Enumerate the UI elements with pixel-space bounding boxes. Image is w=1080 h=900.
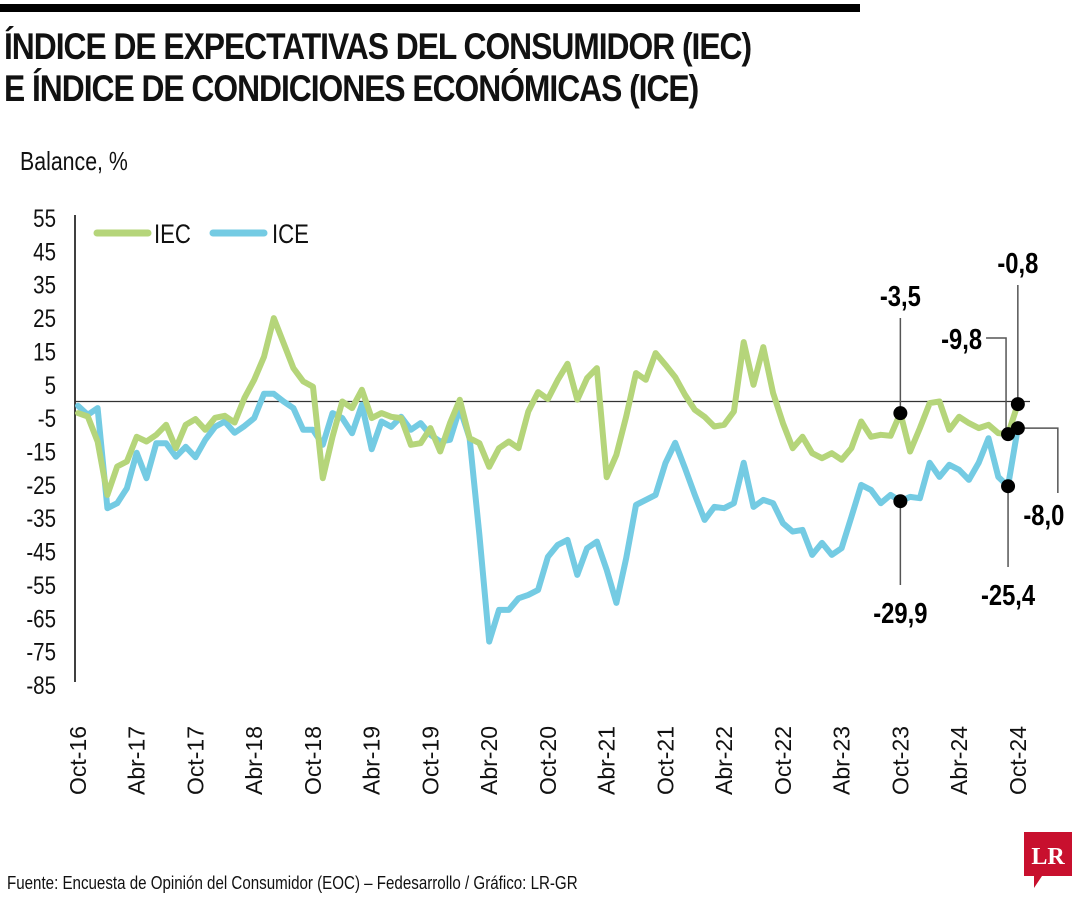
x-tick-label: Oct-22 bbox=[770, 726, 796, 795]
y-tick-label: 15 bbox=[33, 337, 56, 365]
y-tick-label: -85 bbox=[26, 671, 56, 699]
chart-title-line-2: E ÍNDICE DE CONDICIONES ECONÓMICAS (ICE) bbox=[4, 68, 699, 109]
y-tick-label: 5 bbox=[45, 371, 56, 399]
x-tick-label: Oct-24 bbox=[1005, 726, 1031, 795]
annotation-label: -29,9 bbox=[873, 597, 927, 630]
annotation-label: -9,8 bbox=[941, 323, 982, 356]
annotation-marker bbox=[893, 494, 908, 509]
y-tick-label: -45 bbox=[26, 538, 56, 566]
annotation-marker bbox=[1001, 479, 1016, 494]
annotations-layer: -3,5 -9,8 -0,8 -29,9 -25,4 -8,0 bbox=[873, 247, 1064, 630]
logo-text: LR bbox=[1031, 844, 1065, 870]
x-tick-label: Oct-20 bbox=[535, 726, 561, 795]
legend: IEC ICE bbox=[93, 220, 309, 250]
series-layer bbox=[75, 315, 1021, 645]
y-tick-label: -35 bbox=[26, 504, 56, 532]
y-tick-label: -55 bbox=[26, 571, 56, 599]
y-axis-unit-label: Balance, % bbox=[20, 146, 128, 176]
annotation-marker bbox=[893, 406, 908, 421]
x-tick-label: Abr-22 bbox=[711, 726, 737, 795]
annotation-label: -8,0 bbox=[1023, 499, 1064, 532]
x-tick-label: Oct-21 bbox=[652, 726, 678, 795]
y-tick-label: 55 bbox=[33, 204, 56, 232]
y-tick-label: -25 bbox=[26, 471, 56, 499]
y-tick-label: -75 bbox=[26, 638, 56, 666]
annotation-label: -25,4 bbox=[981, 579, 1035, 612]
annotation-marker bbox=[1010, 397, 1025, 412]
legend-label-iec: IEC bbox=[154, 220, 191, 250]
y-tick-label: 35 bbox=[33, 271, 56, 299]
x-tick-label: Abr-18 bbox=[241, 726, 267, 795]
x-axis-ticks: Oct-16 Abr-17 Oct-17 Abr-18 Oct-18 Abr-19 Oct-… bbox=[65, 726, 1031, 795]
x-tick-label: Oct-23 bbox=[887, 726, 913, 795]
series-line-ice bbox=[75, 390, 1021, 645]
annotation-leader-line bbox=[986, 337, 1007, 435]
lr-logo: LR bbox=[1024, 832, 1072, 888]
legend-label-ice: ICE bbox=[272, 220, 309, 250]
y-tick-label: -15 bbox=[26, 438, 56, 466]
x-tick-label: Abr-24 bbox=[946, 726, 972, 795]
x-tick-label: Abr-21 bbox=[594, 726, 620, 795]
y-tick-label: -5 bbox=[38, 404, 56, 432]
annotation-label: -3,5 bbox=[880, 280, 921, 313]
annotation-marker bbox=[1010, 421, 1025, 436]
series-line-iec bbox=[75, 315, 1021, 498]
x-tick-label: Abr-20 bbox=[476, 726, 502, 795]
x-tick-label: Oct-17 bbox=[182, 726, 208, 795]
annotation-label: -0,8 bbox=[997, 247, 1038, 280]
annotation-leader-line bbox=[1017, 427, 1059, 493]
x-tick-label: Oct-16 bbox=[65, 726, 91, 795]
x-tick-label: Abr-19 bbox=[359, 726, 385, 795]
logo-speech-bubble-icon bbox=[1024, 832, 1072, 888]
x-tick-label: Oct-18 bbox=[300, 726, 326, 795]
chart-title: ÍNDICE DE EXPECTATIVAS DEL CONSUMIDOR (I… bbox=[4, 26, 752, 110]
source-footer: Fuente: Encuesta de Opinión del Consumid… bbox=[7, 873, 578, 893]
y-tick-label: -65 bbox=[26, 604, 56, 632]
x-tick-label: Abr-17 bbox=[124, 726, 150, 795]
y-axis-ticks: 55 45 35 25 15 5 -5 -15 -25 -35 -45 -55 -65 -75 -85 bbox=[26, 204, 56, 699]
top-rule bbox=[0, 4, 860, 12]
x-tick-label: Oct-19 bbox=[417, 726, 443, 795]
x-tick-label: Abr-23 bbox=[829, 726, 855, 795]
y-tick-label: 45 bbox=[33, 237, 56, 265]
y-tick-label: 25 bbox=[33, 304, 56, 332]
chart-title-line-1: ÍNDICE DE EXPECTATIVAS DEL CONSUMIDOR (I… bbox=[4, 26, 752, 67]
